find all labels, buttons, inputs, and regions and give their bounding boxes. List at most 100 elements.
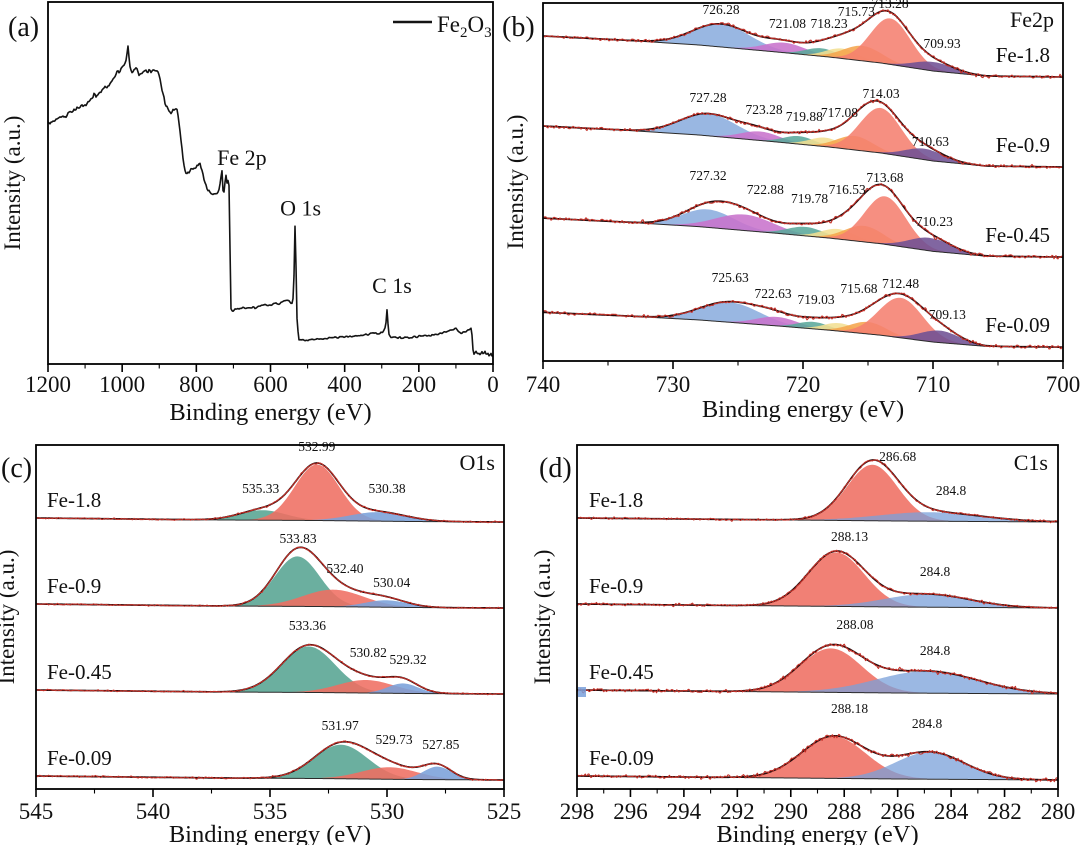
x-tick-label: 284 bbox=[934, 799, 969, 824]
y-axis-label: Intensity (a.u.) bbox=[503, 115, 528, 250]
element-annotation: C 1s bbox=[372, 273, 412, 298]
peak-label: 531.97 bbox=[322, 718, 359, 733]
x-tick-label: 1200 bbox=[25, 372, 71, 397]
panel-letter: (d) bbox=[539, 453, 572, 484]
peak-label: 533.83 bbox=[280, 531, 317, 546]
peak-label: 727.28 bbox=[690, 90, 727, 105]
component-fill-green bbox=[173, 510, 350, 521]
y-axis-label: Intensity (a.u.) bbox=[0, 116, 25, 251]
trace-label: Fe-1.8 bbox=[47, 488, 101, 512]
peak-label: 719.03 bbox=[797, 292, 834, 307]
peak-label: 712.48 bbox=[882, 276, 919, 291]
element-annotation: Fe 2p bbox=[217, 145, 267, 170]
panel-d-trace-fe-0.45: 288.08 284.8 Fe-0.45 bbox=[576, 617, 1059, 695]
peak-label: 723.28 bbox=[745, 102, 782, 117]
data-line bbox=[542, 183, 1064, 260]
component-fill-cornflower bbox=[271, 512, 484, 522]
data-line bbox=[576, 643, 1059, 695]
component-fill-red bbox=[714, 648, 948, 694]
x-tick-label: 1000 bbox=[99, 372, 145, 397]
peak-label: 529.73 bbox=[375, 732, 412, 747]
component-fill-cornflower bbox=[736, 512, 1057, 522]
peak-label: 532.40 bbox=[326, 561, 363, 576]
survey-curve bbox=[47, 45, 494, 357]
x-axis-label: Binding energy (eV) bbox=[169, 399, 371, 426]
peak-label: 527.85 bbox=[422, 737, 459, 752]
peak-label: 715.68 bbox=[840, 281, 877, 296]
trace-label: Fe-0.09 bbox=[47, 746, 112, 770]
x-tick-label: 800 bbox=[179, 372, 214, 397]
component-fill-cornflower bbox=[797, 752, 1057, 780]
panel-c: 535.33 532.99 530.38 Fe-1.8 533.83 532.40 530.… bbox=[0, 439, 521, 845]
peak-label: 284.8 bbox=[936, 483, 967, 498]
component-fill-red bbox=[259, 680, 472, 694]
component-fill-plum bbox=[850, 237, 1009, 257]
peak-label: 284.8 bbox=[920, 564, 951, 579]
panel-d: 286.68 284.8 Fe-1.8 288.13 284.8 Fe-0.9 288.08… bbox=[530, 444, 1076, 845]
axis-frame bbox=[542, 2, 1064, 362]
x-tick-label: 545 bbox=[19, 799, 54, 824]
peak-label: 532.99 bbox=[298, 439, 335, 454]
x-tick-label: 0 bbox=[487, 372, 499, 397]
component-fill-green bbox=[212, 556, 381, 608]
panel-b-trace-fe-0.09: 725.63 722.63 719.03 715.68 712.48 709.13 Fe-0… bbox=[542, 270, 1064, 350]
peak-label: 710.63 bbox=[912, 134, 949, 149]
x-tick-label: 530 bbox=[370, 799, 405, 824]
corner-label: Fe2p bbox=[1010, 7, 1054, 32]
data-line bbox=[542, 9, 1064, 79]
y-axis-label: Intensity (a.u.) bbox=[530, 550, 555, 685]
component-fill-plum bbox=[865, 330, 1014, 347]
peak-label: 710.23 bbox=[916, 214, 953, 229]
x-tick-label: 298 bbox=[560, 799, 595, 824]
x-tick-label: 280 bbox=[1041, 799, 1076, 824]
trace-label: Fe-1.8 bbox=[996, 43, 1050, 67]
trace-label: Fe-0.09 bbox=[589, 746, 654, 770]
x-tick-label: 288 bbox=[827, 799, 862, 824]
fit-envelope bbox=[576, 459, 1059, 523]
panel-d-trace-fe-1.8: 286.68 284.8 Fe-1.8 bbox=[576, 449, 1059, 524]
peak-label: 715.73 bbox=[838, 4, 875, 19]
component-fill-cornflower bbox=[345, 683, 461, 694]
component-fill-plum bbox=[858, 60, 1007, 77]
peak-label: 709.13 bbox=[929, 307, 966, 322]
peak-label: 726.28 bbox=[703, 2, 740, 17]
x-axis-label: Binding energy (eV) bbox=[716, 821, 918, 845]
peak-label: 719.88 bbox=[786, 109, 823, 124]
peak-label: 530.82 bbox=[350, 645, 387, 660]
data-line bbox=[35, 462, 505, 524]
panel-a: Fe 2p O 1s C 1s Fe2O3 1200 1000 800 600 400 200 0 B… bbox=[0, 1, 499, 426]
trace-label: Fe-0.45 bbox=[589, 660, 654, 684]
peak-label: 286.68 bbox=[879, 449, 916, 464]
component-fill-green bbox=[206, 646, 410, 694]
x-tick-label: 535 bbox=[253, 799, 288, 824]
panel-c-trace-fe-0.09: 531.97 529.73 527.85 Fe-0.09 bbox=[35, 718, 505, 781]
trace-label: Fe-0.09 bbox=[985, 313, 1050, 337]
x-tick-label: 710 bbox=[916, 372, 951, 397]
x-tick-label: 290 bbox=[774, 799, 809, 824]
component-fill-red bbox=[729, 552, 943, 608]
component-fill-cornflower bbox=[383, 766, 491, 780]
panel-letter: (b) bbox=[502, 12, 535, 43]
x-tick-label: 700 bbox=[1046, 372, 1080, 397]
trace-label: Fe-0.9 bbox=[996, 133, 1050, 157]
peak-label: 722.63 bbox=[755, 286, 792, 301]
component-fill-red bbox=[232, 464, 400, 522]
data-line bbox=[542, 292, 1064, 350]
panel-letter: (a) bbox=[8, 12, 39, 43]
trace-label: Fe-0.45 bbox=[985, 223, 1050, 247]
panel-c-trace-fe-0.9: 533.83 532.40 530.04 Fe-0.9 bbox=[35, 531, 505, 610]
component-fill-cornflower bbox=[306, 600, 465, 608]
x-tick-label: 720 bbox=[786, 372, 821, 397]
panel-letter: (c) bbox=[1, 453, 32, 484]
component-fill-plum bbox=[850, 148, 999, 167]
data-line bbox=[576, 459, 1059, 524]
data-line bbox=[576, 549, 1059, 610]
peak-label: 530.04 bbox=[373, 575, 410, 590]
x-tick-label: 286 bbox=[880, 799, 915, 824]
peak-label: 284.8 bbox=[912, 716, 943, 731]
component-fill-salmon bbox=[801, 107, 960, 164]
